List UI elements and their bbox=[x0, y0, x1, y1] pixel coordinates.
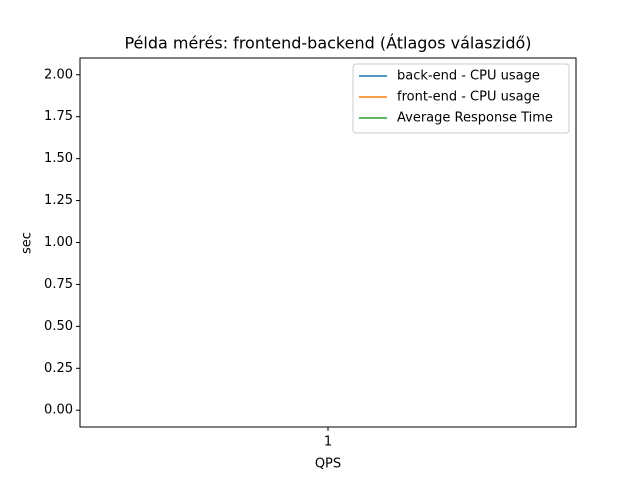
y-tick-label: 1.75 bbox=[44, 109, 73, 124]
y-tick-label: 1.25 bbox=[44, 193, 73, 208]
y-tick-label: 0.00 bbox=[44, 403, 73, 418]
plot-frame bbox=[79, 57, 577, 428]
y-axis-label: sec bbox=[20, 232, 35, 254]
y-tick-label: 1.50 bbox=[44, 151, 73, 166]
x-tick-label: 1 bbox=[324, 435, 332, 450]
y-tick-label: 0.50 bbox=[44, 319, 73, 334]
y-tick-label: 0.75 bbox=[44, 277, 73, 292]
legend-box bbox=[352, 63, 570, 134]
chart-title: Példa mérés: frontend-backend (Átlagos v… bbox=[124, 34, 531, 53]
x-axis-label: QPS bbox=[315, 457, 341, 472]
legend-label: Average Response Time bbox=[397, 111, 553, 126]
legend-label: back-end - CPU usage bbox=[397, 69, 540, 84]
y-tick-label: 0.25 bbox=[44, 361, 73, 376]
y-tick-label: 1.00 bbox=[44, 235, 73, 250]
y-tick-label: 2.00 bbox=[44, 67, 73, 82]
legend-label: front-end - CPU usage bbox=[397, 90, 540, 105]
